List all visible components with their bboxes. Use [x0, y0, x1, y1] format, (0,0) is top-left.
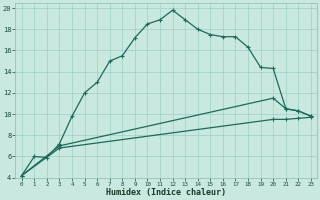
X-axis label: Humidex (Indice chaleur): Humidex (Indice chaleur): [106, 188, 226, 197]
